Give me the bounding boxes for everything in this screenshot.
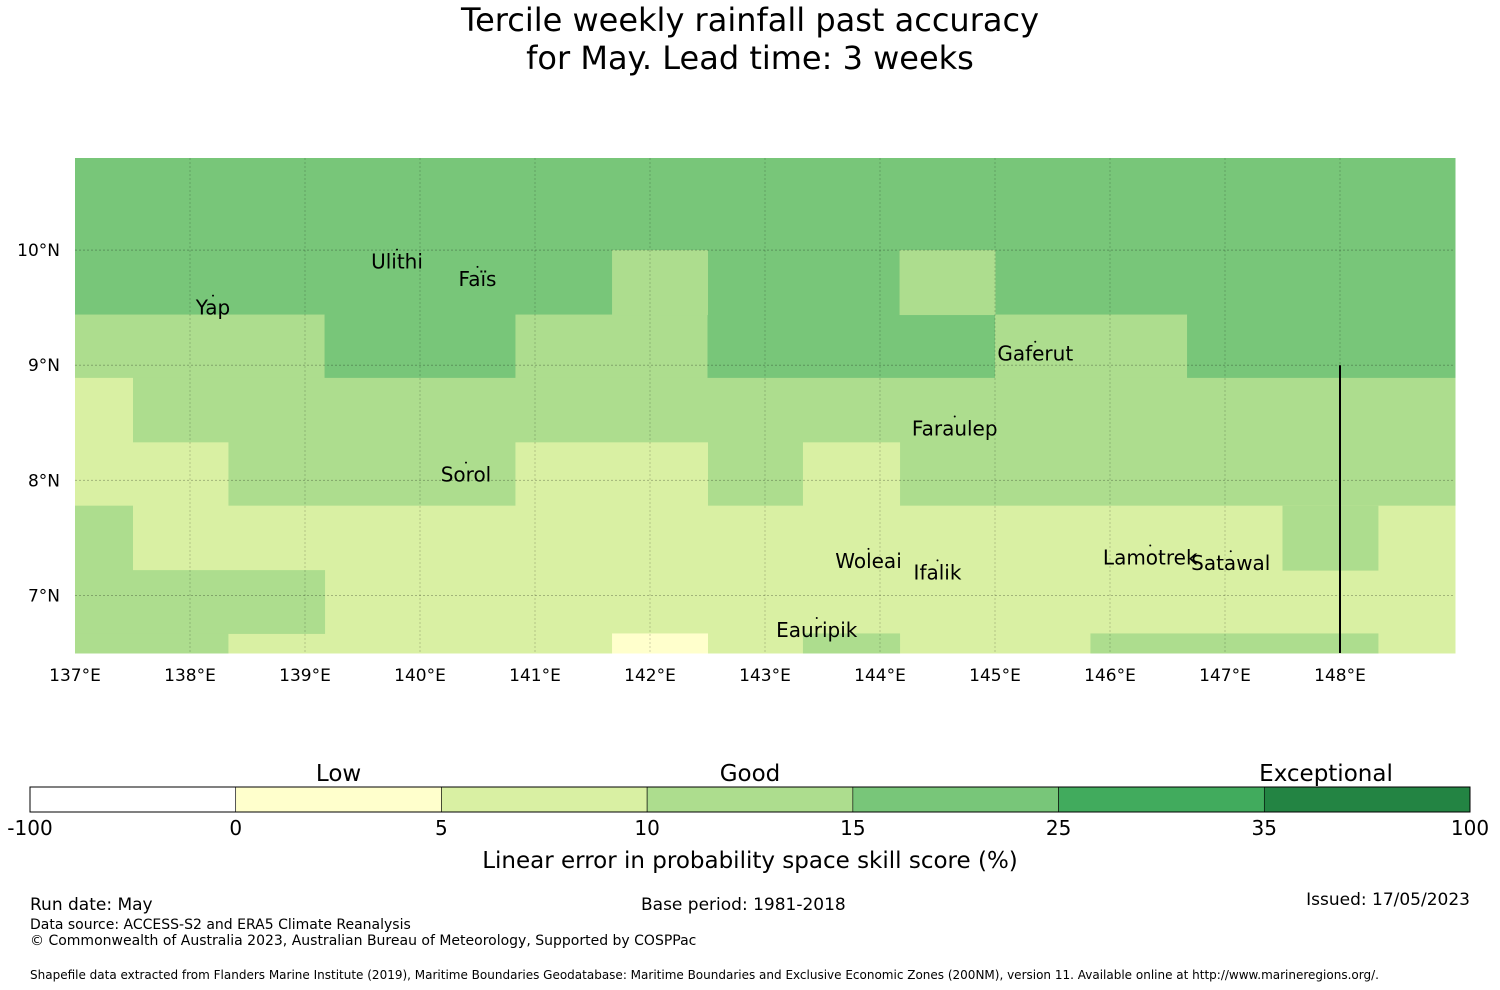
colorbar-group-label: Low	[316, 761, 361, 787]
latitude-label: 10°N	[17, 241, 60, 261]
data-source: Data source: ACCESS-S2 and ERA5 Climate …	[30, 917, 411, 933]
island-marker	[396, 248, 398, 251]
colorbar-tick-label: 100	[1451, 816, 1489, 840]
colorbar-segment	[29, 786, 237, 813]
longitude-label: 141°E	[509, 666, 561, 686]
latitude-label: 8°N	[28, 471, 60, 491]
longitude-label: 142°E	[624, 666, 676, 686]
latitude-label: 7°N	[28, 586, 60, 606]
skill-cell	[324, 314, 516, 379]
skill-cell	[899, 250, 996, 316]
place-label: Lamotrek	[1103, 545, 1198, 569]
colorbar-tick-label: -100	[7, 816, 52, 840]
colorbar-tick-label: 35	[1252, 816, 1277, 840]
island-marker	[465, 461, 467, 464]
longitude-tick-labels: 137°E 138°E 139°E 140°E 141°E 142°E 143°E 144°E…	[49, 666, 1366, 686]
place-label: Ulithi	[371, 250, 423, 274]
skill-cell	[802, 442, 901, 507]
colorbar-axis-label: Linear error in probability space skill …	[482, 848, 1018, 874]
copyright: © Commonwealth of Australia 2023, Austra…	[30, 933, 697, 949]
place-label: Faïs	[459, 267, 497, 291]
place-label: Eauripik	[776, 618, 858, 642]
skill-cell	[515, 314, 708, 379]
colorbar-tick-label: 25	[1046, 816, 1071, 840]
longitude-label: 140°E	[394, 666, 446, 686]
place-label: Yap	[195, 296, 230, 320]
place-label: Sorol	[441, 463, 492, 487]
base-period: Base period: 1981-2018	[641, 895, 846, 915]
island-marker	[867, 547, 870, 550]
longitude-label: 144°E	[854, 666, 906, 686]
skill-cell	[612, 633, 708, 654]
chart-title-line-1: Tercile weekly rainfall past accuracy	[460, 1, 1039, 39]
skill-cell	[995, 314, 1188, 379]
colorbar-segment	[235, 786, 442, 813]
skill-cell	[1187, 314, 1456, 379]
colorbar-segment	[441, 786, 648, 813]
latitude-label: 9°N	[28, 356, 60, 376]
longitude-label: 148°E	[1314, 666, 1366, 686]
colorbar-tick-label: 15	[840, 816, 865, 840]
run-date: Run date: May	[30, 895, 153, 915]
skill-cell	[75, 314, 326, 379]
island-marker	[936, 559, 939, 562]
colorbar-tick-label: 5	[435, 816, 448, 840]
place-label: Faraulep	[912, 417, 998, 441]
colorbar-segment	[1058, 786, 1265, 813]
colorbar-group-label: Exceptional	[1259, 761, 1393, 787]
longitude-label: 143°E	[739, 666, 791, 686]
colorbar-segment	[852, 786, 1059, 813]
island-marker	[1229, 550, 1232, 553]
colorbar-group-label: Good	[720, 761, 781, 787]
skill-cell	[75, 570, 326, 634]
place-label: Gaferut	[997, 342, 1073, 366]
longitude-label: 139°E	[279, 666, 331, 686]
skill-cell	[75, 158, 1456, 316]
longitude-label: 147°E	[1199, 666, 1251, 686]
skill-cell	[1090, 633, 1379, 654]
colorbar-segment	[1263, 786, 1471, 813]
longitude-label: 137°E	[49, 666, 101, 686]
chart-title-line-2: for May. Lead time: 3 weeks	[526, 39, 974, 77]
longitude-label: 145°E	[969, 666, 1021, 686]
skill-cell	[75, 377, 133, 443]
colorbar-legend: -100 0 5 10 15 25 35 100 Low Good Exceptional Linea…	[7, 761, 1489, 874]
skill-cell	[75, 505, 133, 571]
island-marker	[953, 415, 956, 418]
skill-cell	[802, 633, 901, 654]
colorbar-tick-label: 0	[229, 816, 242, 840]
skill-cell	[75, 442, 229, 507]
skill-cell	[515, 442, 708, 507]
shapefile-credit: Shapefile data extracted from Flanders M…	[30, 968, 1379, 982]
longitude-label: 146°E	[1084, 666, 1136, 686]
skill-cell	[1282, 505, 1379, 571]
island-marker	[476, 265, 479, 268]
skill-cell	[612, 250, 708, 316]
colorbar-segment	[646, 786, 854, 813]
place-labels: Yap Ulithi Faïs Gaferut Faraulep Sorol Woleai I…	[195, 248, 1270, 642]
issued-date: Issued: 17/05/2023	[1306, 890, 1470, 910]
colorbar-frame	[29, 786, 1471, 813]
island-marker	[815, 616, 818, 619]
place-label: Ifalik	[914, 560, 962, 584]
island-marker	[1149, 544, 1152, 547]
longitude-label: 138°E	[164, 666, 216, 686]
map-cells	[75, 158, 1456, 654]
place-label: Woleai	[835, 549, 902, 573]
skill-cell	[75, 377, 1456, 507]
island-marker	[1034, 340, 1037, 343]
place-label: Satawal	[1191, 551, 1270, 575]
skill-cell	[707, 314, 996, 379]
skill-cell	[75, 633, 229, 654]
latitude-tick-labels: 10°N 9°N 8°N 7°N	[17, 241, 60, 606]
island-marker	[212, 294, 214, 297]
colorbar-tick-label: 10	[634, 816, 659, 840]
